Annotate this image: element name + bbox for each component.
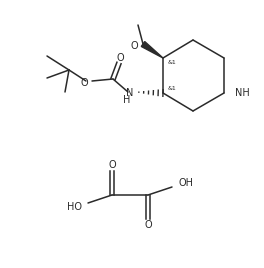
Text: H: H bbox=[122, 95, 130, 105]
Text: OH: OH bbox=[178, 178, 194, 188]
Text: HO: HO bbox=[67, 202, 82, 212]
Text: O: O bbox=[108, 160, 116, 170]
Polygon shape bbox=[141, 42, 163, 58]
Text: NH: NH bbox=[235, 88, 250, 98]
Text: O: O bbox=[130, 41, 138, 51]
Text: O: O bbox=[80, 78, 88, 88]
Text: N: N bbox=[126, 88, 133, 98]
Text: &1: &1 bbox=[168, 61, 177, 65]
Text: O: O bbox=[144, 220, 152, 230]
Text: &1: &1 bbox=[168, 87, 177, 91]
Text: O: O bbox=[116, 53, 124, 63]
